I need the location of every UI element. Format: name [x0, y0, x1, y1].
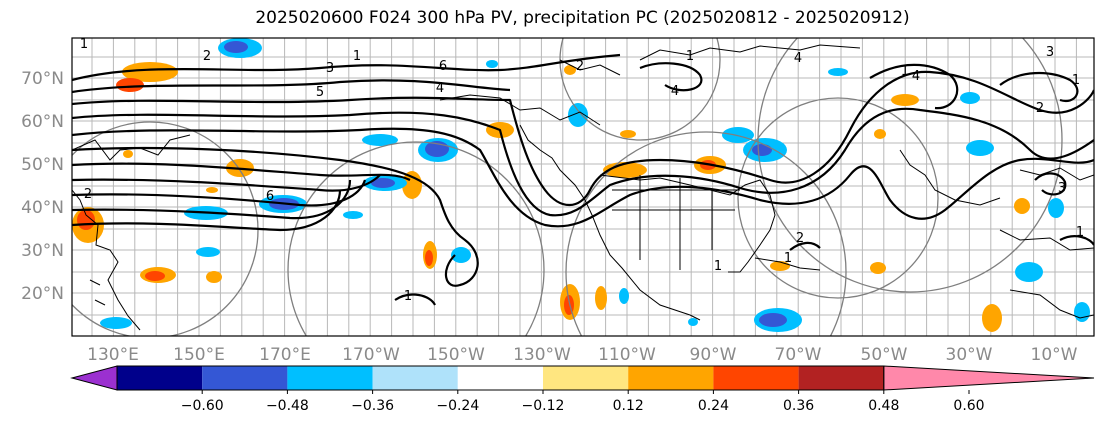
longitude-label: 50°W	[861, 345, 908, 365]
longitude-label: 170°E	[259, 345, 311, 365]
colorbar-tick-label: −0.24	[436, 398, 479, 414]
contour-label: 1	[901, 64, 909, 79]
contour-label: 2	[84, 187, 92, 202]
colorbar-tick-label: 0.24	[698, 398, 729, 414]
contour-label: 4	[912, 69, 920, 84]
colorbar-tick-label: −0.60	[181, 398, 224, 414]
colorbar-segment	[202, 366, 288, 390]
contour-label: 4	[436, 81, 444, 96]
colorbar-tick-label: 0.36	[783, 398, 814, 414]
figure-title: 2025020600 F024 300 hPa PV, precipitatio…	[255, 8, 910, 28]
latitude-label: 30°N	[21, 241, 64, 261]
contour-label: 3	[1058, 181, 1066, 196]
colorbar-segment	[372, 366, 458, 390]
contour-label: 1	[404, 289, 412, 304]
contour-label: 1	[686, 49, 694, 64]
contour-label: 3	[326, 61, 334, 76]
contour-label: 1	[1072, 73, 1080, 88]
contour-label: 2	[576, 59, 584, 74]
latitude-label: 70°N	[21, 69, 64, 89]
contour-label: 1	[714, 259, 722, 274]
latitude-label: 40°N	[21, 198, 64, 218]
latitude-label: 20°N	[21, 284, 64, 304]
colorbar-segment	[117, 366, 203, 390]
contour-label: 6	[266, 189, 274, 204]
colorbar-tick-label: 0.48	[868, 398, 899, 414]
colorbar-segment	[713, 366, 799, 390]
map-frame	[71, 37, 1095, 337]
contour-label: 3	[1046, 45, 1054, 60]
longitude-label: 30°W	[946, 345, 993, 365]
latitude-label: 50°N	[21, 155, 64, 175]
longitude-label: 150°W	[427, 345, 485, 365]
colorbar-segment	[287, 366, 373, 390]
colorbar-extend-min	[70, 365, 118, 391]
contour-label: 2	[1036, 101, 1044, 116]
longitude-label: 10°W	[1031, 345, 1078, 365]
colorbar-outline	[116, 365, 885, 391]
contour-label: 2	[796, 231, 804, 246]
colorbar-extend-max	[883, 365, 1095, 391]
longitude-label: 90°W	[690, 345, 737, 365]
contour-label: 5	[316, 85, 324, 100]
contour-label: 6	[439, 59, 447, 74]
longitude-label: 130°E	[87, 345, 139, 365]
longitude-labels: 130°E 150°E 170°E 170°W 150°W 130°W 110°W 90°W 7…	[87, 345, 1078, 365]
precip-shading	[72, 38, 1090, 332]
colorbar-tick-label: −0.12	[522, 398, 565, 414]
pv-contours	[72, 53, 1094, 306]
colorbar-segment	[543, 366, 629, 390]
colorbar: −0.60 −0.48 −0.36 −0.24 −0.12 0.12 0.24 0.36 0.4…	[70, 365, 1095, 414]
contour-label: 4	[671, 84, 679, 99]
contour-label: 1	[353, 49, 361, 64]
contour-label: 4	[794, 51, 802, 66]
colorbar-tick-label: −0.36	[351, 398, 394, 414]
colorbar-segment	[457, 366, 543, 390]
colorbar-segment	[628, 366, 714, 390]
map-panel	[72, 38, 1094, 336]
latitude-label: 60°N	[21, 112, 64, 132]
longitude-label: 110°W	[598, 345, 656, 365]
contour-label: 2	[203, 49, 211, 64]
colorbar-tick-label: 0.12	[613, 398, 644, 414]
contour-label: 1	[784, 251, 792, 266]
longitude-label: 70°W	[775, 345, 822, 365]
colorbar-segment	[798, 366, 884, 390]
longitude-label: 130°W	[513, 345, 571, 365]
colorbar-tick-label: −0.48	[266, 398, 309, 414]
longitude-label: 170°W	[342, 345, 400, 365]
contour-label: 1	[80, 37, 88, 52]
contour-label: 1	[1076, 225, 1084, 240]
latitude-labels: 70°N 60°N 50°N 40°N 30°N 20°N	[21, 69, 64, 304]
colorbar-tick-label: 0.60	[953, 398, 984, 414]
longitude-label: 150°E	[173, 345, 225, 365]
